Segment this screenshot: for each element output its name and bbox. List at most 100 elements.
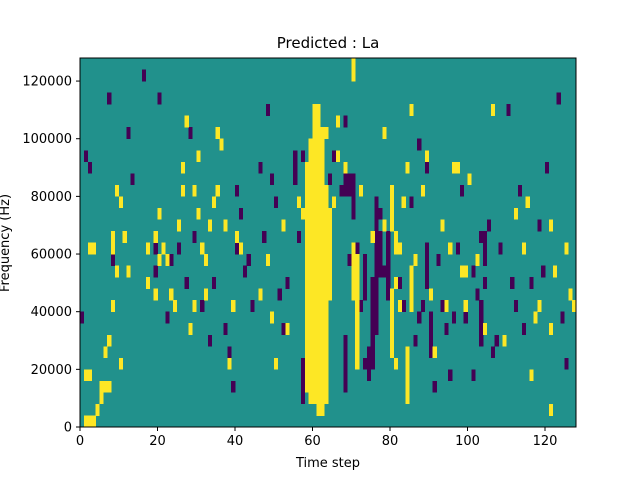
heatmap-cell-high: [424, 150, 430, 163]
heatmap-cell-low: [130, 173, 135, 186]
heatmap-cell-high: [390, 288, 395, 301]
heatmap-cell-low: [343, 357, 348, 370]
heatmap-cell-high: [316, 323, 321, 336]
heatmap-cell-high: [328, 288, 333, 301]
heatmap-cell-high: [235, 230, 240, 243]
heatmap-cell-high: [324, 265, 329, 278]
heatmap-cell-low: [382, 265, 387, 278]
heatmap-cell-low: [277, 288, 282, 301]
y-tick-label: 40000: [31, 305, 72, 320]
heatmap-cell-high: [390, 207, 395, 220]
heatmap-cell-low: [452, 311, 457, 324]
heatmap-cell-low: [370, 288, 375, 301]
heatmap-cell-low: [343, 115, 348, 128]
heatmap-cell-high: [316, 230, 321, 243]
heatmap-cell-high: [188, 323, 193, 336]
heatmap-cell-high: [157, 207, 162, 220]
heatmap-cell-high: [428, 288, 433, 301]
heatmap-cell-high: [304, 277, 309, 289]
heatmap-cell-low: [498, 242, 503, 255]
heatmap-cell-high: [118, 196, 123, 209]
heatmap-cell-high: [409, 104, 414, 116]
heatmap-cell-high: [324, 346, 329, 359]
heatmap-cell-high: [308, 150, 313, 163]
heatmap-cell-high: [320, 265, 325, 278]
heatmap-cell-high: [529, 369, 534, 382]
heatmap-cell-high: [351, 242, 356, 255]
heatmap-cell-low: [428, 346, 433, 359]
heatmap-cell-high: [316, 173, 321, 186]
heatmap-cell-high: [355, 346, 360, 359]
x-tick-label: 0: [76, 434, 84, 449]
heatmap-cell-high: [285, 323, 290, 336]
heatmap-cell-low: [378, 254, 383, 266]
heatmap-cell-high: [173, 300, 178, 312]
heatmap-cell-low: [370, 357, 375, 370]
heatmap-cell-high: [223, 219, 228, 232]
heatmap-cell-low: [285, 277, 290, 289]
heatmap-cell-low: [483, 242, 488, 255]
heatmap-cell-high: [87, 369, 92, 382]
heatmap-cell-low: [490, 346, 495, 359]
heatmap-cell-low: [506, 104, 511, 116]
heatmap-cell-high: [312, 196, 317, 209]
heatmap-cell-low: [351, 196, 356, 209]
heatmap-cell-high: [316, 254, 321, 266]
heatmap-cell-low: [374, 254, 379, 266]
heatmap-cell-high: [320, 138, 325, 151]
heatmap-cell-high: [316, 288, 321, 301]
heatmap-cell-high: [316, 219, 321, 232]
heatmap-cell-high: [320, 219, 325, 232]
heatmap-cell-high: [320, 254, 325, 266]
heatmap-cell-high: [355, 357, 360, 370]
heatmap-cell-low: [281, 323, 286, 336]
heatmap-cell-low: [479, 311, 484, 324]
heatmap-cell-high: [409, 265, 414, 278]
heatmap-cell-high: [304, 242, 309, 255]
heatmap-cell-low: [386, 277, 391, 289]
heatmap-cell-low: [374, 300, 379, 312]
heatmap-cell-low: [370, 277, 375, 289]
heatmap-cell-high: [304, 219, 309, 232]
heatmap-cell-high: [475, 254, 480, 266]
heatmap-cell-high: [176, 219, 182, 232]
heatmap-cell-high: [316, 138, 321, 151]
heatmap-cell-low: [459, 184, 464, 197]
heatmap-cell-high: [316, 184, 321, 197]
heatmap-cell-low: [266, 104, 271, 116]
heatmap-cell-high: [324, 254, 329, 266]
heatmap-cell-high: [308, 173, 313, 186]
heatmap-cell-low: [351, 184, 356, 197]
heatmap-cell-high: [111, 230, 116, 243]
axes-frame: [79, 57, 577, 428]
heatmap-cell-high: [548, 219, 554, 232]
heatmap-cell-low: [362, 254, 368, 266]
heatmap-cell-high: [308, 346, 313, 359]
heatmap-cell-high: [320, 288, 325, 301]
heatmap-cell-high: [316, 403, 321, 416]
heatmap-cell-low: [428, 323, 433, 336]
heatmap-cell-low: [83, 150, 89, 163]
heatmap-cell-low: [258, 161, 263, 174]
heatmap-cell-high: [312, 380, 317, 393]
heatmap-cell-high: [316, 380, 321, 393]
heatmap-cell-high: [320, 173, 325, 186]
heatmap-cell-high: [316, 161, 321, 174]
heatmap-cell-low: [273, 196, 278, 209]
heatmap-cell-high: [114, 265, 120, 278]
heatmap-cell-high: [308, 184, 313, 197]
heatmap-cell-low: [347, 173, 352, 186]
y-tick-label: 120000: [22, 75, 72, 90]
heatmap-cell-high: [107, 380, 112, 393]
heatmap-cell-high: [320, 403, 325, 416]
heatmap-cell-low: [176, 242, 182, 255]
heatmap-cell-high: [502, 334, 507, 347]
heatmap-cell-high: [320, 127, 325, 140]
heatmap-cell-high: [421, 184, 426, 197]
heatmap-cell-low: [87, 161, 92, 174]
heatmap-cell-low: [514, 300, 519, 312]
heatmap-cell-high: [393, 357, 399, 370]
heatmap-cell-high: [192, 184, 197, 197]
heatmap-cell-low: [300, 392, 306, 405]
